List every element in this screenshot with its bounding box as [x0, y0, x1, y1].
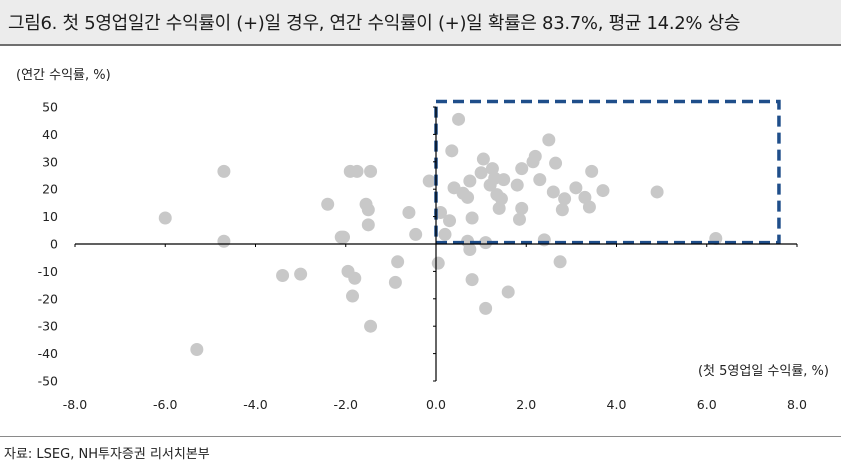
data-point [364, 164, 378, 178]
data-point [497, 173, 511, 187]
data-point [479, 301, 493, 315]
data-point [569, 181, 583, 195]
data-point [388, 275, 402, 289]
data-point [294, 267, 308, 281]
x-tick-label: -4.0 [243, 397, 267, 412]
data-point [533, 173, 547, 187]
chart-title: 그림6. 첫 5영업일간 수익률이 (+)일 경우, 연간 수익률이 (+)일 … [8, 13, 741, 34]
data-point [361, 218, 375, 232]
highlight-box-layer [434, 99, 781, 245]
data-point [465, 211, 479, 225]
data-point [190, 342, 204, 356]
data-point [465, 273, 479, 287]
x-tick-label: 0.0 [426, 397, 446, 412]
data-point [476, 152, 490, 166]
y-tick-label: 50 [42, 100, 58, 115]
data-point [452, 112, 466, 126]
positive-quadrant-box [434, 99, 781, 245]
x-tick-label: 2.0 [516, 397, 536, 412]
data-point [549, 156, 563, 170]
data-point [391, 255, 405, 269]
title-bar: 그림6. 첫 5영업일간 수익률이 (+)일 경우, 연간 수익률이 (+)일 … [0, 0, 841, 46]
y-tick-label: 0 [50, 237, 58, 252]
y-axis-label: (연간 수익률, %) [16, 68, 111, 83]
points-layer [158, 112, 723, 356]
data-point [350, 164, 364, 178]
data-point [546, 185, 560, 199]
x-tick-label: 4.0 [607, 397, 627, 412]
data-point [585, 164, 599, 178]
y-tick-label: -10 [38, 264, 58, 279]
data-point [474, 166, 488, 180]
data-point [361, 203, 375, 217]
data-point [364, 319, 378, 333]
x-tick-label: -8.0 [63, 397, 87, 412]
y-tick-labels: 50 40 30 20 10 0 -10 -20 -30 -40 -50 [38, 100, 436, 389]
data-point [348, 271, 362, 285]
data-point [596, 184, 610, 198]
data-point [422, 174, 436, 188]
y-tick-label: 10 [42, 209, 58, 224]
source-note: 자료: LSEG, NH투자증권 리서치본부 [4, 447, 210, 462]
data-point [409, 227, 423, 241]
data-point [542, 133, 556, 147]
data-point [217, 234, 231, 248]
x-tick-label: 8.0 [787, 397, 807, 412]
y-tick-label: 30 [42, 154, 58, 169]
y-tick-label: -40 [38, 346, 58, 361]
footer-divider [0, 436, 841, 437]
y-tick-label: -20 [38, 291, 58, 306]
data-point [650, 185, 664, 199]
data-point [553, 255, 567, 269]
y-tick-label: -30 [38, 319, 58, 334]
data-point [431, 256, 445, 270]
data-point [463, 174, 477, 188]
y-tick-label: 40 [42, 127, 58, 142]
x-tick-label: 6.0 [697, 397, 717, 412]
data-point [276, 269, 290, 283]
x-tick-label: -6.0 [153, 397, 177, 412]
data-point [321, 197, 335, 211]
data-point [461, 190, 475, 204]
data-point [217, 164, 231, 178]
data-point [479, 236, 493, 250]
data-point [510, 178, 524, 192]
data-point [494, 192, 508, 206]
data-point [501, 285, 515, 299]
data-point [512, 212, 526, 226]
data-point [558, 192, 572, 206]
data-point [528, 149, 542, 163]
data-point [555, 203, 569, 217]
data-point [438, 227, 452, 241]
data-point [445, 144, 459, 158]
data-point [346, 289, 360, 303]
data-point [515, 201, 529, 215]
data-point [463, 242, 477, 256]
data-point [158, 211, 172, 225]
data-point [402, 205, 416, 219]
y-tick-label: 20 [42, 182, 58, 197]
x-axis-label: (첫 5영업일 수익률, %) [697, 364, 829, 379]
x-tick-label: -2.0 [334, 397, 358, 412]
data-point [443, 214, 457, 228]
data-point [582, 200, 596, 214]
y-tick-label: -50 [38, 374, 58, 389]
data-point [515, 162, 529, 176]
data-point [336, 230, 350, 244]
x-tick-labels: -8.0 -6.0 -4.0 -2.0 0.0 2.0 4.0 6.0 8.0 [63, 244, 807, 412]
